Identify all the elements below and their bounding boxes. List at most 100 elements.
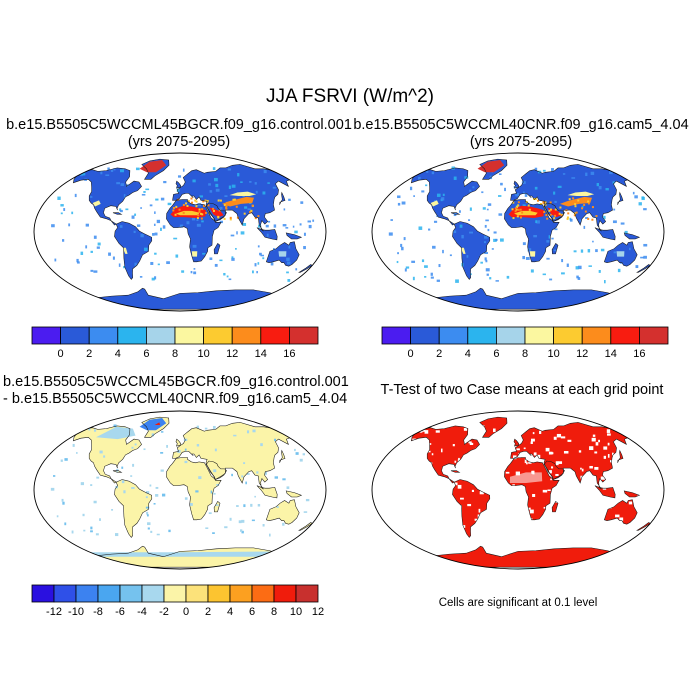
colorbar-tick-label: 14 bbox=[255, 348, 267, 360]
colorbar-tick-label: 4 bbox=[115, 348, 121, 360]
colorbar-swatch bbox=[260, 326, 290, 345]
land-northAmerica bbox=[411, 425, 480, 483]
colorbar-swatch bbox=[381, 326, 412, 345]
colorbar-tick-label: 2 bbox=[436, 348, 442, 360]
land-caribbean bbox=[113, 212, 122, 215]
land-northAmerica bbox=[411, 167, 480, 225]
insignificant-cells bbox=[382, 424, 653, 536]
map-boundary bbox=[33, 152, 327, 312]
hot-spot bbox=[567, 191, 595, 196]
map-boundary bbox=[371, 152, 665, 312]
land-eurasia bbox=[172, 422, 292, 490]
colorbar-swatch bbox=[524, 326, 555, 345]
ocean bbox=[372, 153, 664, 311]
colorbar-tick-label: -12 bbox=[46, 606, 62, 618]
land-madagascar bbox=[552, 243, 558, 254]
colorbar-tick-label: 10 bbox=[290, 606, 302, 618]
panel-title-ttest-line1: T-Test of two Case means at each grid po… bbox=[380, 382, 664, 398]
colorbar-tick-label: -2 bbox=[159, 606, 169, 618]
land-madagascar bbox=[214, 501, 220, 512]
hot-spot bbox=[278, 251, 287, 257]
colorbar-tick-label: -10 bbox=[68, 606, 84, 618]
panel-title-cam5-line1: b.e15.B5505C5WCCML40CNR.f09_g16.cam5_4.0… bbox=[353, 117, 689, 133]
hot-spot bbox=[430, 200, 439, 207]
map-content bbox=[34, 153, 326, 311]
colorbar-tick-label: 8 bbox=[172, 348, 178, 360]
colorbar-swatch bbox=[117, 326, 147, 345]
colorbar-tick-label: 10 bbox=[547, 348, 559, 360]
land-layer bbox=[73, 159, 313, 310]
map-cam5 bbox=[371, 152, 665, 312]
colorbar-swatch bbox=[610, 326, 640, 345]
colorbar-tick-label: 2 bbox=[205, 606, 211, 618]
land-newGuinea bbox=[624, 232, 640, 239]
colorbar-swatch bbox=[174, 326, 205, 345]
colorbar-swatch bbox=[163, 584, 187, 603]
land-arabia bbox=[544, 461, 565, 480]
land-greenland bbox=[479, 417, 507, 438]
land-eurasia bbox=[510, 422, 630, 490]
colorbar-swatch bbox=[229, 584, 253, 603]
colorbar-swatch bbox=[496, 326, 526, 345]
hot-spot bbox=[209, 207, 224, 218]
land-northAmerica bbox=[73, 167, 142, 225]
hot-spot bbox=[460, 247, 466, 254]
colorbar-swatch bbox=[273, 584, 297, 603]
colorbar-swatch bbox=[119, 584, 143, 603]
hot-spot bbox=[560, 196, 592, 207]
land-newGuinea bbox=[286, 232, 302, 239]
hot-spot bbox=[477, 160, 505, 173]
land-arabia bbox=[206, 461, 227, 480]
colorbar-swatch bbox=[185, 584, 209, 603]
colorbar-swatch bbox=[410, 326, 440, 345]
main-title: JJA FSRVI (W/m^2) bbox=[266, 86, 434, 107]
hot-spots bbox=[430, 160, 625, 257]
colorbar-tick-label: 8 bbox=[522, 348, 528, 360]
map-boundary bbox=[371, 410, 665, 570]
colorbar-swatch bbox=[553, 326, 583, 345]
panel-title-diff-line1: b.e15.B5505C5WCCML45BGCR.f09_g16.control… bbox=[3, 374, 349, 390]
colorbar-tick-label: 6 bbox=[143, 348, 149, 360]
texture-layer bbox=[50, 418, 310, 557]
land-antarctica bbox=[411, 546, 622, 568]
land-eurasia bbox=[172, 164, 292, 232]
land-antarctica bbox=[411, 288, 622, 310]
land-madagascar bbox=[552, 501, 558, 512]
map-content bbox=[372, 411, 664, 569]
land-australia bbox=[266, 499, 300, 525]
colorbar-swatch bbox=[141, 584, 165, 603]
map-boundary bbox=[33, 410, 327, 570]
colorbar-tick-label: 2 bbox=[86, 348, 92, 360]
colorbar-swatch bbox=[438, 326, 469, 345]
panel-title-control: b.e15.B5505C5WCCML45BGCR.f09_g16.control… bbox=[0, 117, 358, 151]
colorbar-swatch bbox=[53, 584, 77, 603]
panel-title-diff: b.e15.B5505C5WCCML45BGCR.f09_g16.control… bbox=[3, 374, 349, 408]
panel-title-ttest: T-Test of two Case means at each grid po… bbox=[352, 382, 692, 399]
colorbar-tick-label: 14 bbox=[605, 348, 617, 360]
land-southAmerica bbox=[114, 479, 152, 538]
map-difference bbox=[33, 410, 327, 570]
colorbar-tick-label: 10 bbox=[197, 348, 209, 360]
colorbar-swatch bbox=[581, 326, 612, 345]
colorbar-swatch bbox=[75, 584, 99, 603]
panel-title-control-line2: (yrs 2075-2095) bbox=[127, 134, 231, 150]
colorbar-tick-label: 6 bbox=[493, 348, 499, 360]
land-eurasia bbox=[510, 164, 630, 232]
hot-spot bbox=[139, 160, 167, 173]
hot-spot bbox=[176, 210, 200, 216]
colorbar-tick-label: 16 bbox=[283, 348, 295, 360]
land-madagascar bbox=[214, 243, 220, 254]
ocean bbox=[34, 153, 326, 311]
hot-spot bbox=[529, 251, 536, 257]
colorbar-tick-label: 8 bbox=[271, 606, 277, 618]
hot-spot bbox=[191, 251, 198, 257]
land-indonesia bbox=[594, 485, 616, 498]
colorbar-tick-label: -4 bbox=[137, 606, 147, 618]
colorbar-tick-label: 0 bbox=[183, 606, 189, 618]
colorbar-swatch bbox=[31, 326, 62, 345]
land-antarctica bbox=[73, 288, 284, 310]
significance-footnote: Cells are significant at 0.1 level bbox=[438, 597, 598, 609]
ocean bbox=[372, 411, 664, 569]
colorbar-swatch bbox=[88, 326, 119, 345]
land-caribbean bbox=[451, 470, 460, 473]
